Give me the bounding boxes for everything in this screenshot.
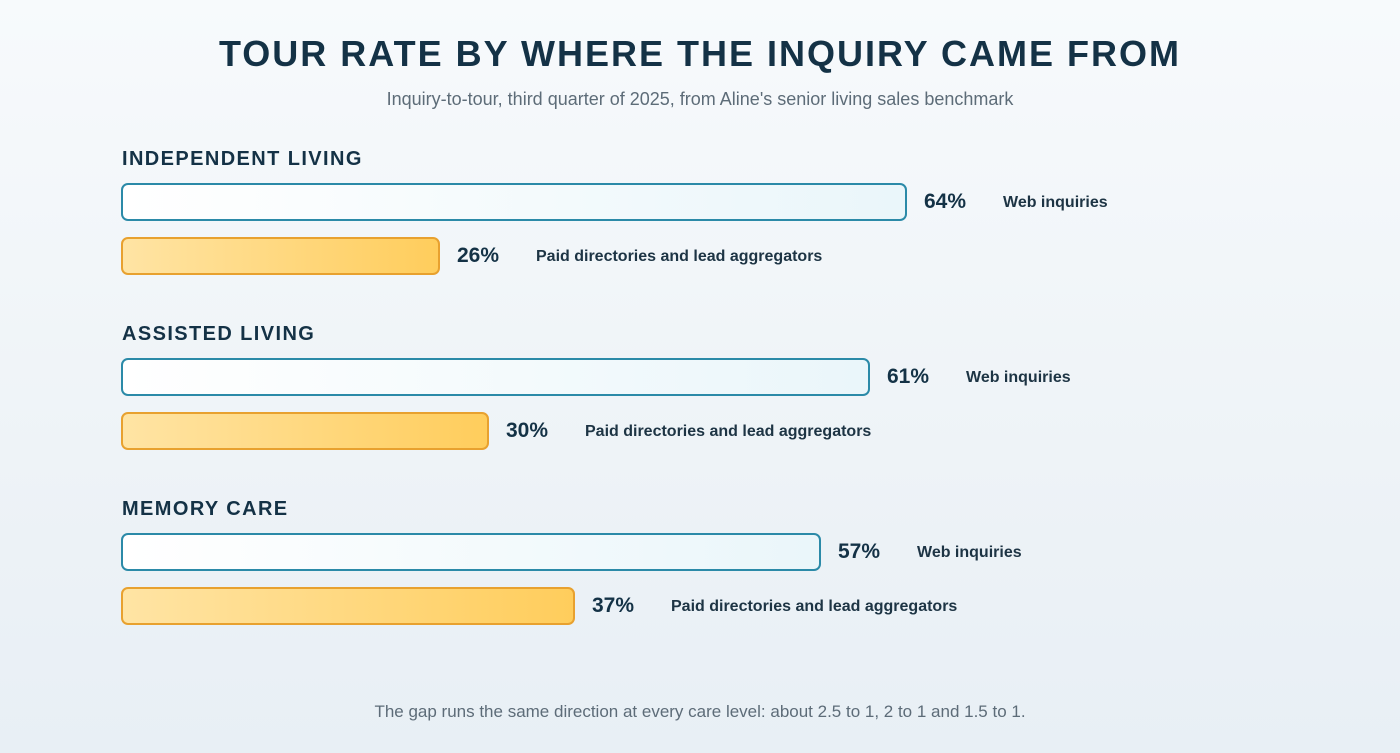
value-label: 37% — [592, 594, 635, 617]
category-label: MEMORY CARE — [122, 498, 289, 520]
series-label: Paid directories and lead aggregators — [536, 248, 823, 265]
category-label: INDEPENDENT LIVING — [122, 148, 363, 170]
bar-row-paid-directories: 26% Paid directories and lead aggregators — [0, 237, 1400, 279]
chart-subtitle: Inquiry-to-tour, third quarter of 2025, … — [386, 89, 1014, 109]
value-label: 61% — [887, 365, 930, 388]
series-label: Paid directories and lead aggregators — [671, 598, 958, 615]
bar-web-inquiries — [121, 358, 870, 396]
bar-web-inquiries — [121, 183, 907, 221]
bar-row-web-inquiries: 64% Web inquiries — [0, 183, 1400, 225]
value-label: 26% — [457, 244, 500, 267]
value-label: 64% — [924, 190, 967, 213]
series-label: Web inquiries — [966, 369, 1071, 386]
bar-row-paid-directories: 30% Paid directories and lead aggregators — [0, 412, 1400, 454]
bar-web-inquiries — [121, 533, 821, 571]
bar-row-paid-directories: 37% Paid directories and lead aggregators — [0, 587, 1400, 629]
bar-row-web-inquiries: 61% Web inquiries — [0, 358, 1400, 400]
chart-title: TOUR RATE BY WHERE THE INQUIRY CAME FROM — [218, 33, 1182, 74]
bar-paid-directories — [121, 587, 575, 625]
series-label: Web inquiries — [1003, 194, 1108, 211]
bar-paid-directories — [121, 237, 440, 275]
category-group-memory-care: MEMORY CARE 57% Web inquiries 37% Paid direc… — [0, 497, 1400, 647]
category-group-assisted-living: ASSISTED LIVING 61% Web inquiries 30% Paid d… — [0, 322, 1400, 472]
value-label: 30% — [506, 419, 549, 442]
bar-row-web-inquiries: 57% Web inquiries — [0, 533, 1400, 575]
series-label: Web inquiries — [917, 544, 1022, 561]
series-label: Paid directories and lead aggregators — [585, 423, 872, 440]
bar-paid-directories — [121, 412, 489, 450]
category-group-independent-living: INDEPENDENT LIVING 64% Web inquiries 26% Pai… — [0, 147, 1400, 297]
category-label: ASSISTED LIVING — [122, 323, 316, 345]
value-label: 57% — [838, 540, 881, 563]
chart-footnote: The gap runs the same direction at every… — [374, 702, 1026, 721]
